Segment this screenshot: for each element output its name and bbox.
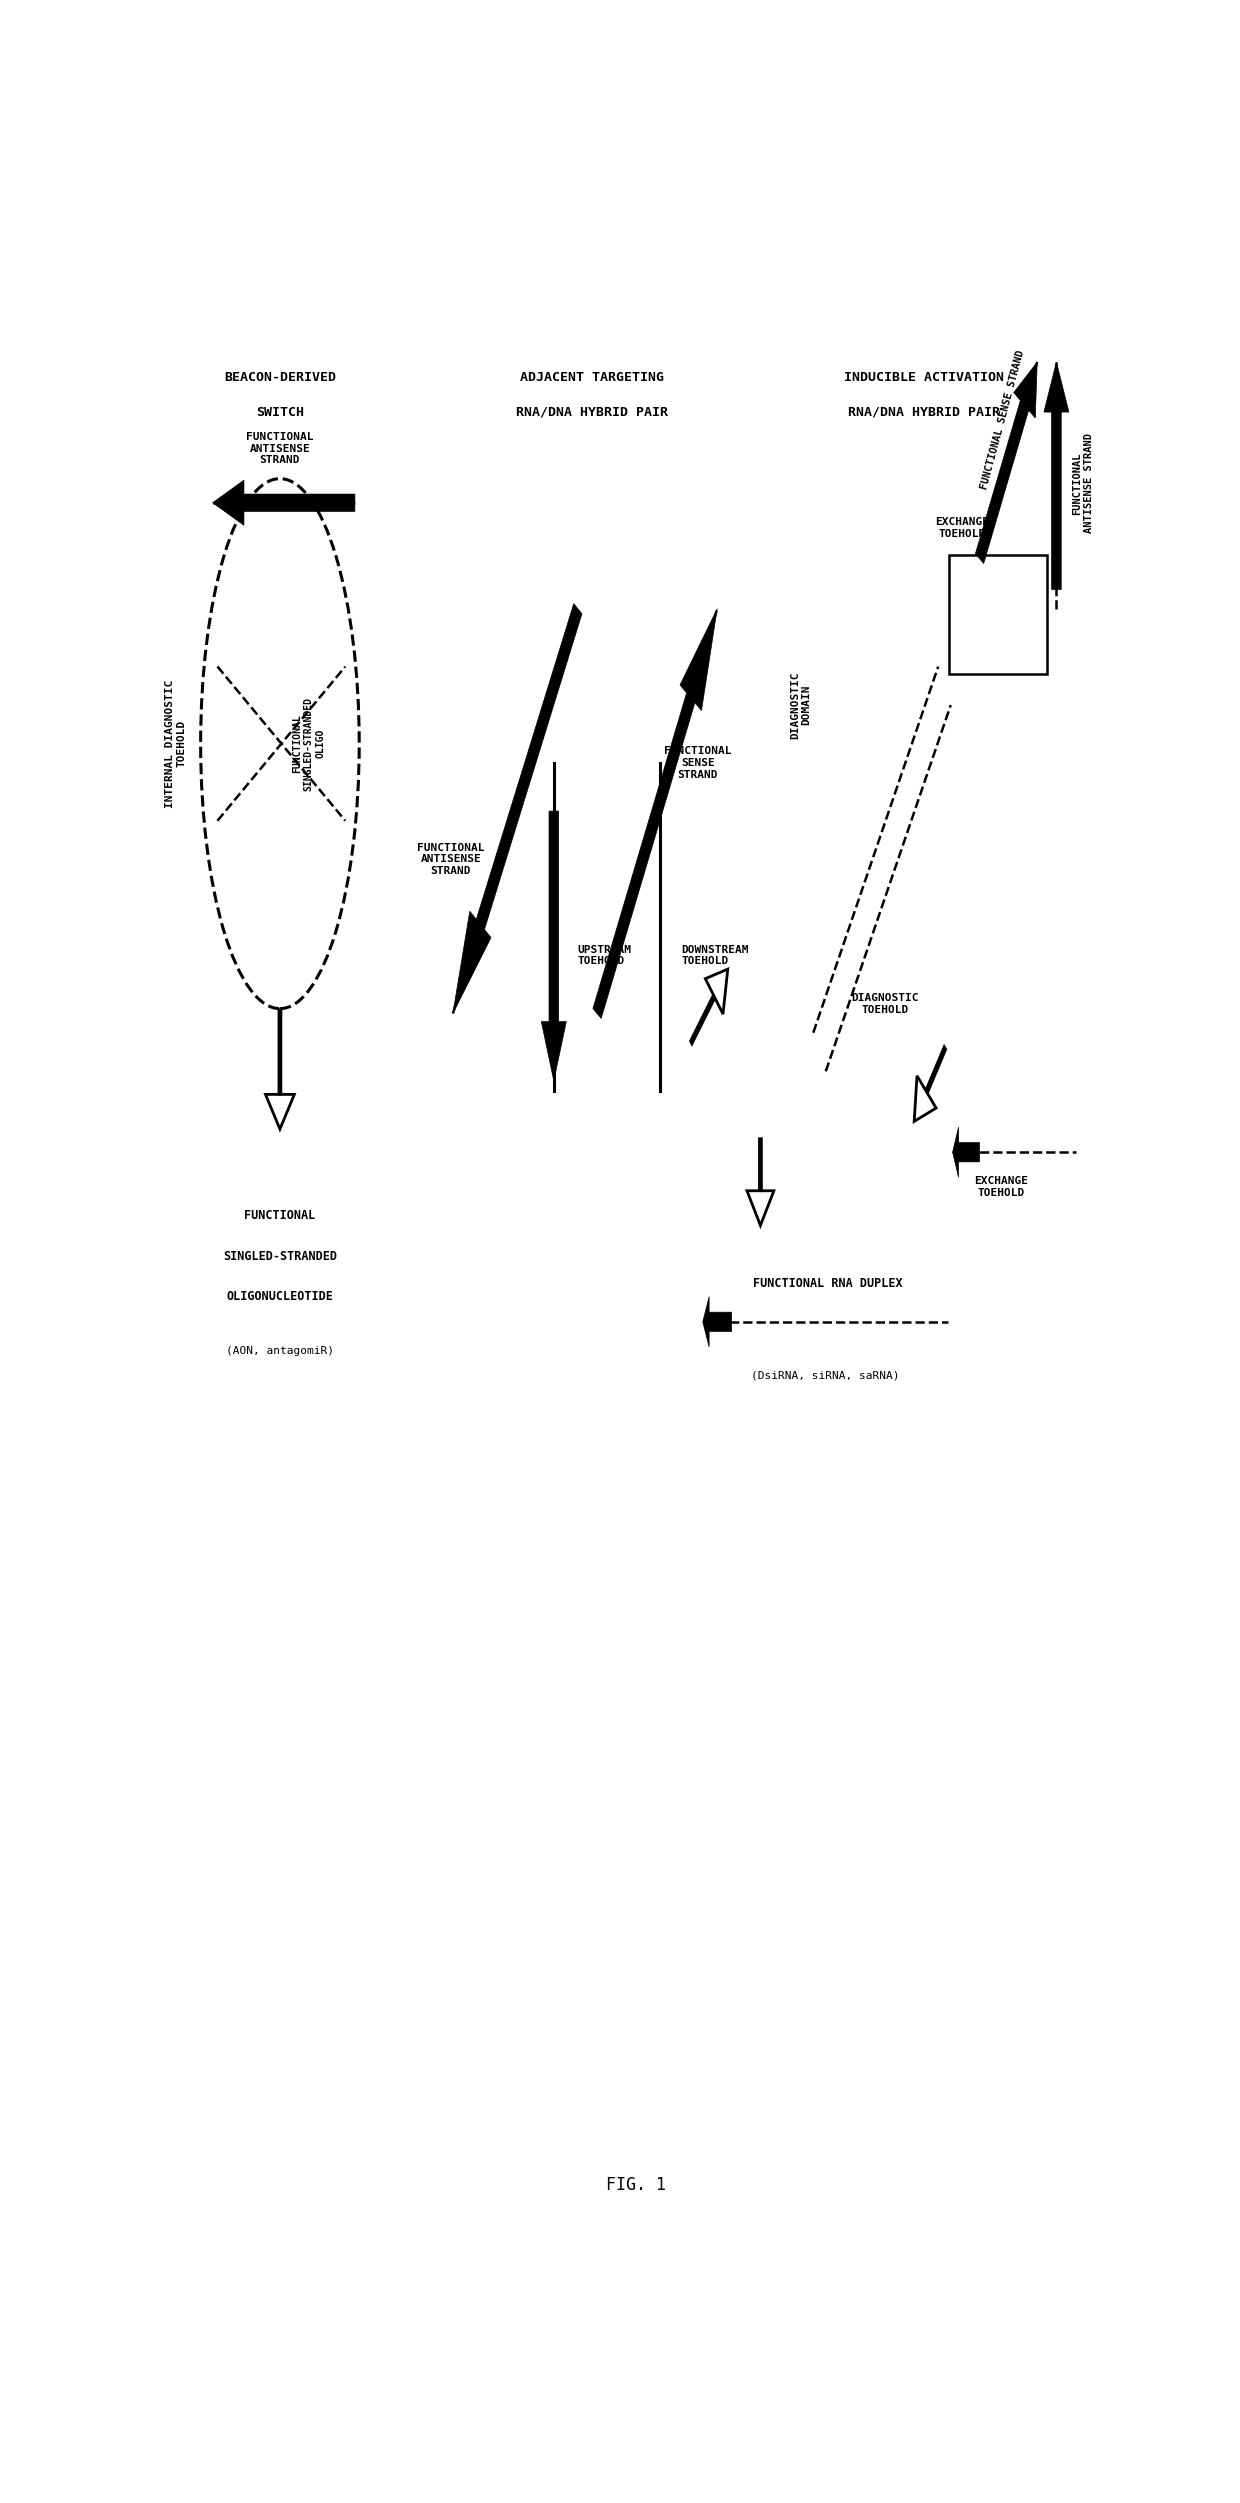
Text: RNA/DNA HYBRID PAIR: RNA/DNA HYBRID PAIR: [848, 405, 999, 418]
Text: EXCHANGE
TOEHOLD: EXCHANGE TOEHOLD: [973, 1176, 1028, 1199]
Text: INDUCIBLE ACTIVATION: INDUCIBLE ACTIVATION: [843, 370, 1004, 383]
Text: FUNCTIONAL
ANTISENSE
STRAND: FUNCTIONAL ANTISENSE STRAND: [417, 844, 485, 876]
FancyArrow shape: [703, 1297, 732, 1347]
Text: FIG. 1: FIG. 1: [605, 2175, 666, 2195]
Text: OLIGONUCLEOTIDE: OLIGONUCLEOTIDE: [227, 1289, 334, 1304]
FancyArrow shape: [593, 608, 717, 1019]
Text: (AON, antagomiR): (AON, antagomiR): [226, 1347, 334, 1357]
Text: ADJACENT TARGETING: ADJACENT TARGETING: [521, 370, 665, 383]
FancyArrow shape: [691, 969, 728, 1044]
Text: DIAGNOSTIC
TOEHOLD: DIAGNOSTIC TOEHOLD: [852, 994, 919, 1014]
FancyArrow shape: [213, 481, 355, 526]
Text: (DsiRNA, siRNA, saRNA): (DsiRNA, siRNA, saRNA): [750, 1372, 899, 1382]
FancyArrow shape: [976, 363, 1037, 563]
Text: FUNCTIONAL
ANTISENSE STRAND: FUNCTIONAL ANTISENSE STRAND: [1073, 433, 1094, 533]
Text: EXCHANGE
TOEHOLD: EXCHANGE TOEHOLD: [935, 518, 990, 538]
Text: DOWNSTREAM
TOEHOLD: DOWNSTREAM TOEHOLD: [682, 944, 749, 966]
Text: RNA/DNA HYBRID PAIR: RNA/DNA HYBRID PAIR: [516, 405, 668, 418]
Text: SINGLED-STRANDED: SINGLED-STRANDED: [223, 1249, 337, 1264]
Text: BEACON-DERIVED: BEACON-DERIVED: [224, 370, 336, 383]
Text: SWITCH: SWITCH: [255, 405, 304, 418]
Text: RNA/DNA HYBRID
DOMAIN: RNA/DNA HYBRID DOMAIN: [955, 603, 1037, 626]
Text: FUNCTIONAL RNA DUPLEX: FUNCTIONAL RNA DUPLEX: [753, 1277, 903, 1289]
FancyArrow shape: [1044, 363, 1069, 591]
Text: UPSTREAM
TOEHOLD: UPSTREAM TOEHOLD: [578, 944, 632, 966]
Text: INTERNAL DIAGNOSTIC
TOEHOLD: INTERNAL DIAGNOSTIC TOEHOLD: [165, 678, 187, 808]
Text: FUNCTIONAL
SENSE
STRAND: FUNCTIONAL SENSE STRAND: [665, 746, 732, 778]
FancyArrow shape: [453, 603, 582, 1014]
FancyArrow shape: [542, 811, 567, 1081]
Text: FUNCTIONAL
ANTISENSE
STRAND: FUNCTIONAL ANTISENSE STRAND: [247, 433, 314, 466]
Text: FUNCTIONAL: FUNCTIONAL: [244, 1209, 315, 1221]
Text: FUNCTIONAL SENSE STRAND: FUNCTIONAL SENSE STRAND: [980, 348, 1025, 491]
FancyArrow shape: [265, 1009, 294, 1129]
FancyArrow shape: [914, 1046, 946, 1121]
Text: FUNCTIONAL
SINGLED-STRANDED
OLIGO: FUNCTIONAL SINGLED-STRANDED OLIGO: [293, 696, 325, 791]
Text: DIAGNOSTIC
DOMAIN: DIAGNOSTIC DOMAIN: [790, 671, 812, 738]
FancyArrow shape: [952, 1126, 980, 1176]
FancyArrow shape: [746, 1139, 774, 1226]
FancyBboxPatch shape: [949, 556, 1047, 673]
